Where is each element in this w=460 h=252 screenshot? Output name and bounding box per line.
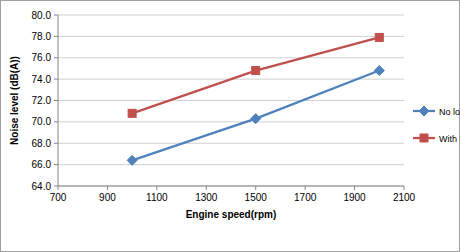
x-tick-label: 900 [99, 192, 116, 203]
y-tick [54, 121, 58, 122]
y-tick-label: 72.0 [32, 95, 52, 106]
x-tick-label: 1900 [343, 192, 366, 203]
x-tick-label: 1700 [294, 192, 317, 203]
y-tick [54, 100, 58, 101]
series-line [132, 71, 379, 161]
y-tick [54, 57, 58, 58]
point [375, 33, 383, 41]
y-tick [54, 143, 58, 144]
x-axis-title: Engine speed(rpm) [186, 209, 277, 220]
y-tick-label: 70.0 [32, 116, 52, 127]
y-tick [54, 15, 58, 16]
x-tick [404, 186, 405, 190]
point [251, 114, 261, 124]
grid-line [58, 100, 404, 101]
grid-line [58, 186, 404, 187]
point [374, 66, 384, 76]
y-tick [54, 186, 58, 187]
y-tick-label: 64.0 [32, 181, 52, 192]
y-tick-label: 78.0 [32, 31, 52, 42]
y-axis [58, 15, 59, 186]
x-tick-label: 2100 [393, 192, 416, 203]
x-tick [58, 186, 59, 190]
y-tick [54, 79, 58, 80]
grid-line [58, 36, 404, 37]
y-tick-label: 74.0 [32, 74, 52, 85]
y-tick [54, 164, 58, 165]
legend-label: No load [439, 107, 460, 117]
y-tick-label: 68.0 [32, 138, 52, 149]
x-tick [107, 186, 108, 190]
x-tick [156, 186, 157, 190]
x-tick [305, 186, 306, 190]
point [127, 155, 137, 165]
y-tick-label: 66.0 [32, 159, 52, 170]
point [252, 67, 260, 75]
x-tick [354, 186, 355, 190]
legend-marker [419, 106, 429, 116]
grid-line [58, 15, 404, 16]
legend-label: With load [439, 134, 460, 144]
x-tick [255, 186, 256, 190]
point [128, 109, 136, 117]
y-tick [54, 36, 58, 37]
grid-line [58, 164, 404, 165]
chart: 64.0 66.0 68.0 70.0 72.0 74.0 76.0 78.0 80.0 700 9… [0, 0, 460, 252]
y-tick-label: 80.0 [32, 10, 52, 21]
x-tick-label: 700 [50, 192, 67, 203]
plot-marks [127, 33, 384, 165]
grid-line [58, 57, 404, 58]
x-tick-label: 1500 [245, 192, 268, 203]
x-axis [58, 186, 404, 187]
grid-line [58, 143, 404, 144]
y-tick-label: 76.0 [32, 52, 52, 63]
x-tick-label: 1100 [146, 192, 168, 203]
x-tick-label: 1300 [195, 192, 218, 203]
grid-line [58, 121, 404, 122]
chart-border [1, 1, 460, 252]
x-tick [206, 186, 207, 190]
series-line [132, 37, 379, 113]
legend-marker [420, 134, 428, 142]
y-axis-title: Noise level (dB(A)) [9, 56, 20, 145]
